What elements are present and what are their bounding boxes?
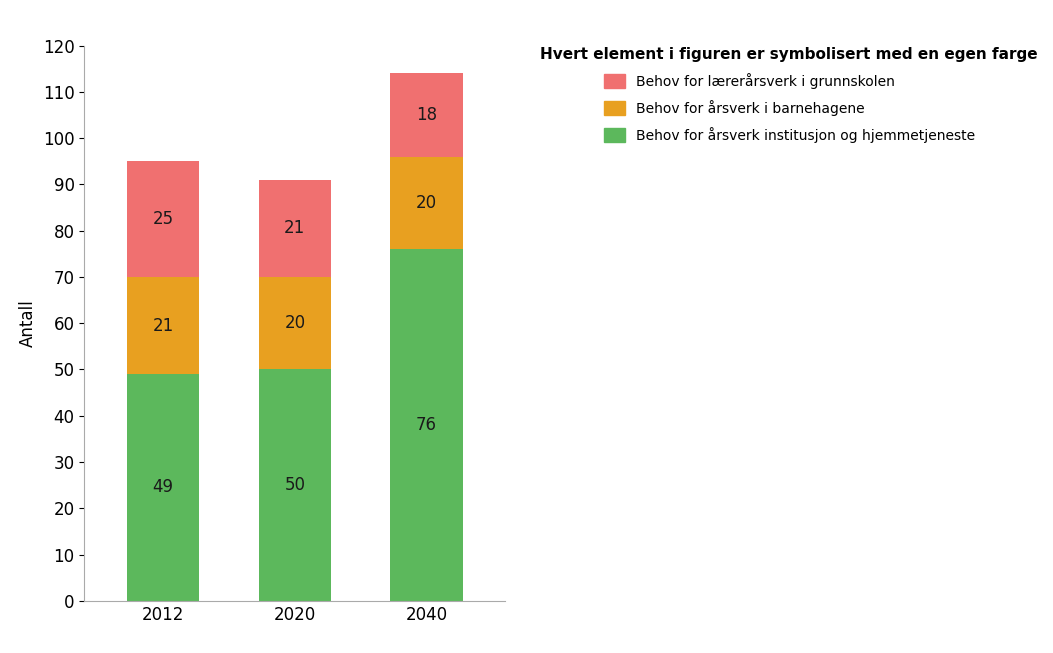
Text: 20: 20 <box>416 194 437 212</box>
Y-axis label: Antall: Antall <box>19 299 37 347</box>
Text: 18: 18 <box>416 106 437 124</box>
Bar <box>391 74 462 157</box>
Bar <box>259 370 331 601</box>
Text: 21: 21 <box>284 219 305 238</box>
Bar <box>391 249 462 601</box>
Text: 76: 76 <box>416 416 437 434</box>
Bar <box>127 374 199 601</box>
Bar <box>259 180 331 277</box>
Text: 25: 25 <box>153 210 174 228</box>
Legend: Behov for lærerårsverk i grunnskolen, Behov for årsverk i barnehagene, Behov for: Behov for lærerårsverk i grunnskolen, Be… <box>534 40 1045 150</box>
Bar <box>259 277 331 370</box>
Text: 21: 21 <box>153 317 174 334</box>
Text: 20: 20 <box>284 314 305 332</box>
Bar <box>127 161 199 277</box>
Text: 49: 49 <box>153 479 174 496</box>
Bar <box>127 277 199 374</box>
Text: 50: 50 <box>284 476 305 494</box>
Bar <box>391 157 462 249</box>
